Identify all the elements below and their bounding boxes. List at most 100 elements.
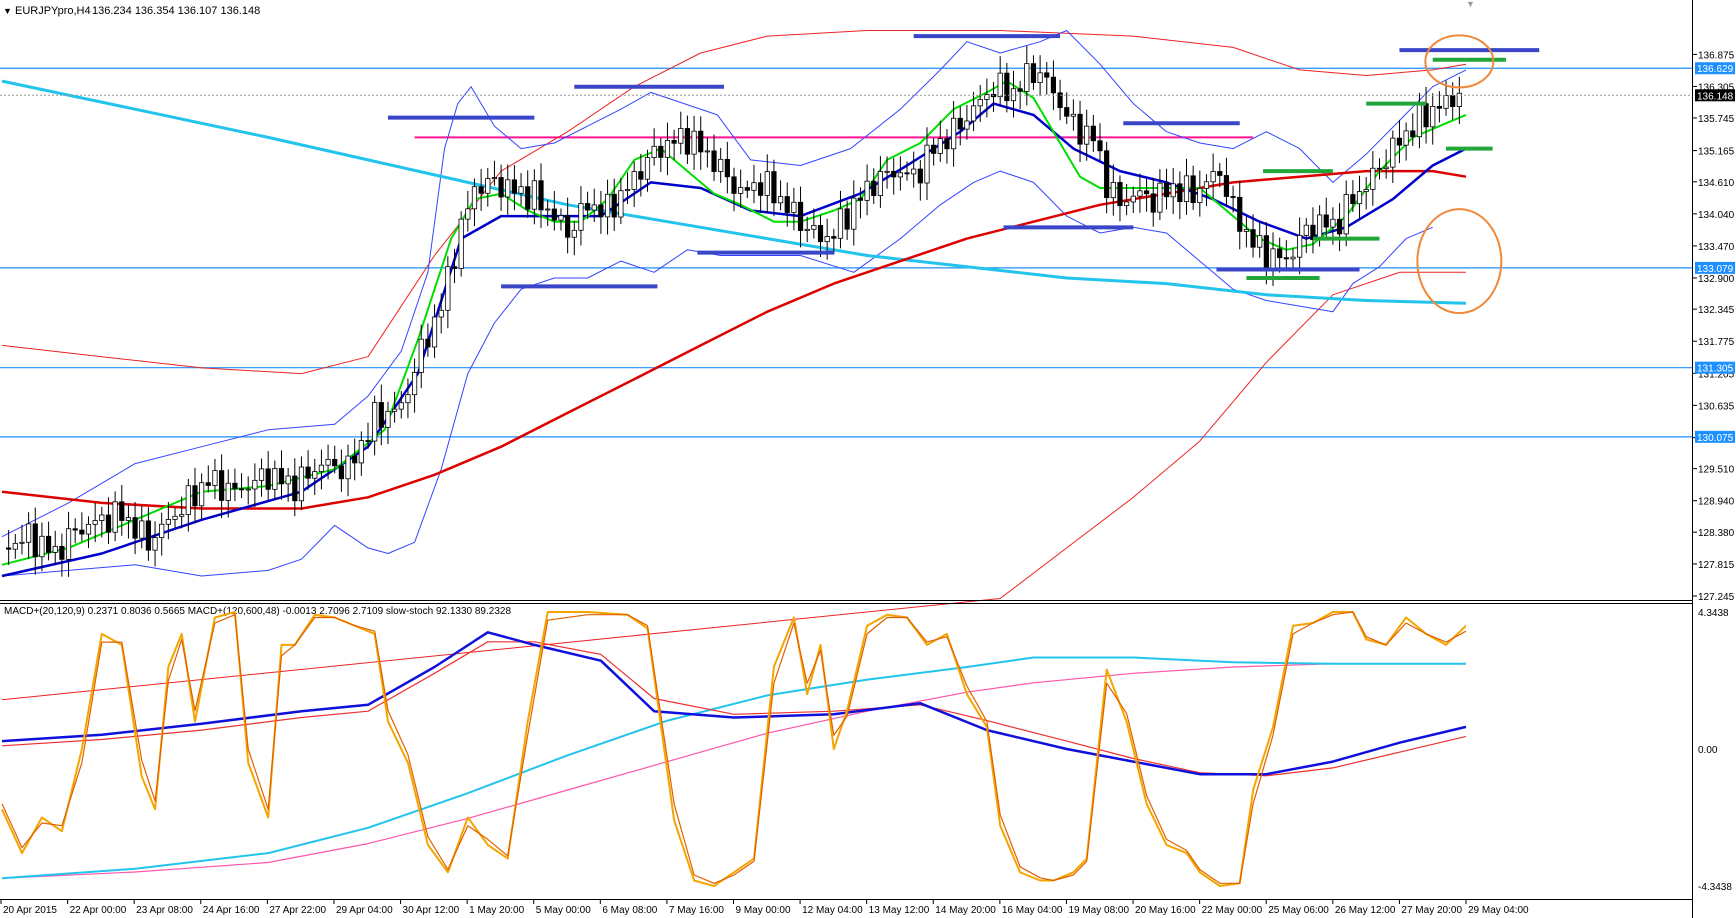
swing-level-markers: [387, 34, 1540, 289]
level-label-3: 130.075: [1697, 433, 1734, 444]
price-tick-label-4: 134.610: [1698, 178, 1735, 189]
candle-body: [1317, 214, 1323, 241]
candle-body: [1243, 229, 1249, 232]
candle-body: [924, 144, 930, 184]
candle-body: [970, 105, 977, 122]
candle-body: [718, 158, 724, 172]
candle-body: [931, 144, 937, 154]
candle-body: [1017, 88, 1023, 92]
price-tick-label-0: 136.875: [1698, 50, 1735, 61]
candle-body: [312, 471, 318, 479]
candle-body: [1436, 105, 1442, 109]
candle-body: [318, 464, 325, 473]
candle-body: [385, 410, 391, 428]
candle-body: [465, 208, 471, 220]
candle-body: [1297, 235, 1303, 258]
candle-body: [1283, 257, 1289, 260]
candle-body: [571, 229, 577, 238]
candle-body: [1423, 103, 1429, 128]
indicator-line-macd-slow: [1, 656, 1466, 880]
candle-body: [678, 128, 684, 144]
annotation-circle-bottom: [1416, 208, 1503, 315]
candle-body: [1004, 72, 1010, 102]
price-tick-label-9: 131.775: [1698, 337, 1735, 348]
candle-body: [451, 266, 458, 269]
price-tick-label-10: 131.205: [1698, 369, 1735, 380]
candle-body: [1210, 171, 1216, 183]
candle-body: [278, 468, 285, 485]
candle-body: [1177, 183, 1183, 203]
price-tick-label-17: 127.245: [1698, 592, 1735, 603]
level-label-bg-1: [1695, 261, 1735, 274]
candle-body: [32, 523, 38, 558]
candle-body: [1443, 95, 1449, 109]
candle-body: [1084, 125, 1090, 145]
candle-body: [684, 128, 691, 155]
candle-body: [1163, 182, 1170, 198]
price-axis: 136.875 136.305 135.745 135.165 134.610 134.0…: [1692, 50, 1735, 603]
candle-body: [884, 170, 890, 173]
candle-body: [944, 138, 950, 150]
candle-body: [352, 455, 358, 464]
candle-body: [704, 150, 710, 153]
candle-body: [232, 482, 238, 490]
candle-body: [332, 458, 338, 467]
candle-body: [258, 468, 265, 481]
horizontal-levels: [0, 67, 1692, 438]
candle-body: [904, 172, 910, 175]
time-tick-label-5: 29 Apr 04:00: [336, 905, 393, 916]
candle-body: [65, 528, 72, 560]
candle-body: [1223, 175, 1230, 197]
candle-body: [305, 466, 311, 479]
candle-body: [119, 501, 125, 521]
price-tick-label-5: 134.040: [1698, 210, 1735, 221]
candle-body: [152, 537, 158, 551]
time-tick-label-9: 6 May 08:00: [602, 905, 657, 916]
candle-body: [864, 180, 870, 201]
candle-body: [851, 197, 857, 230]
envelope-upper: [1, 30, 1467, 375]
candle-body: [1410, 130, 1416, 138]
candle-body: [272, 468, 278, 490]
candle-body: [1137, 190, 1143, 197]
envelope-lower: [1, 271, 1466, 701]
time-tick-label-14: 14 May 20:00: [935, 905, 996, 916]
candle-body: [937, 138, 943, 154]
level-label-bg-3: [1695, 430, 1735, 443]
candle-body: [664, 140, 671, 158]
candle-body: [205, 482, 211, 486]
pane-frames: [0, 0, 1693, 918]
candle-body: [691, 130, 697, 155]
price-pane[interactable]: [0, 30, 1692, 701]
candle-body: [52, 545, 58, 553]
dropdown-arrow-icon[interactable]: ▼: [3, 6, 12, 16]
price-tick-label-6: 133.470: [1698, 242, 1735, 253]
candle-body: [72, 528, 78, 531]
time-tick-label-11: 9 May 00:00: [736, 905, 791, 916]
candle-body: [631, 171, 637, 190]
candle-body: [911, 168, 917, 175]
indicator-pane[interactable]: MACD+(20,120,9) 0.2371 0.8036 0.5665 MAC…: [1, 606, 1732, 893]
candle-body: [218, 470, 225, 501]
candle-body: [644, 157, 651, 180]
candle-body: [179, 514, 185, 517]
candle-body: [1097, 140, 1103, 152]
candle-body: [1203, 181, 1210, 189]
price-tick-label-13: 129.510: [1698, 465, 1735, 476]
level-label-bg-2: [1695, 361, 1735, 374]
candle-body: [112, 501, 118, 533]
candle-body: [338, 465, 344, 480]
candle-body: [744, 187, 750, 191]
candle-body: [105, 514, 112, 533]
level-label-2: 131.305: [1697, 364, 1734, 375]
candle-body: [1010, 88, 1017, 102]
candle-body: [857, 197, 864, 201]
candle-body: [159, 523, 165, 539]
candle-body: [1110, 182, 1116, 199]
candle-body: [611, 193, 617, 218]
candle-body: [1336, 218, 1343, 235]
candle-body: [917, 168, 923, 184]
candle-body: [1217, 171, 1223, 176]
